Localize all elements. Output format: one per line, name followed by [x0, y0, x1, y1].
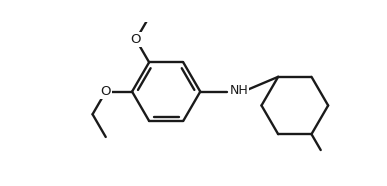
Text: O: O — [131, 33, 141, 46]
Text: NH: NH — [229, 84, 248, 97]
Text: O: O — [101, 85, 111, 98]
